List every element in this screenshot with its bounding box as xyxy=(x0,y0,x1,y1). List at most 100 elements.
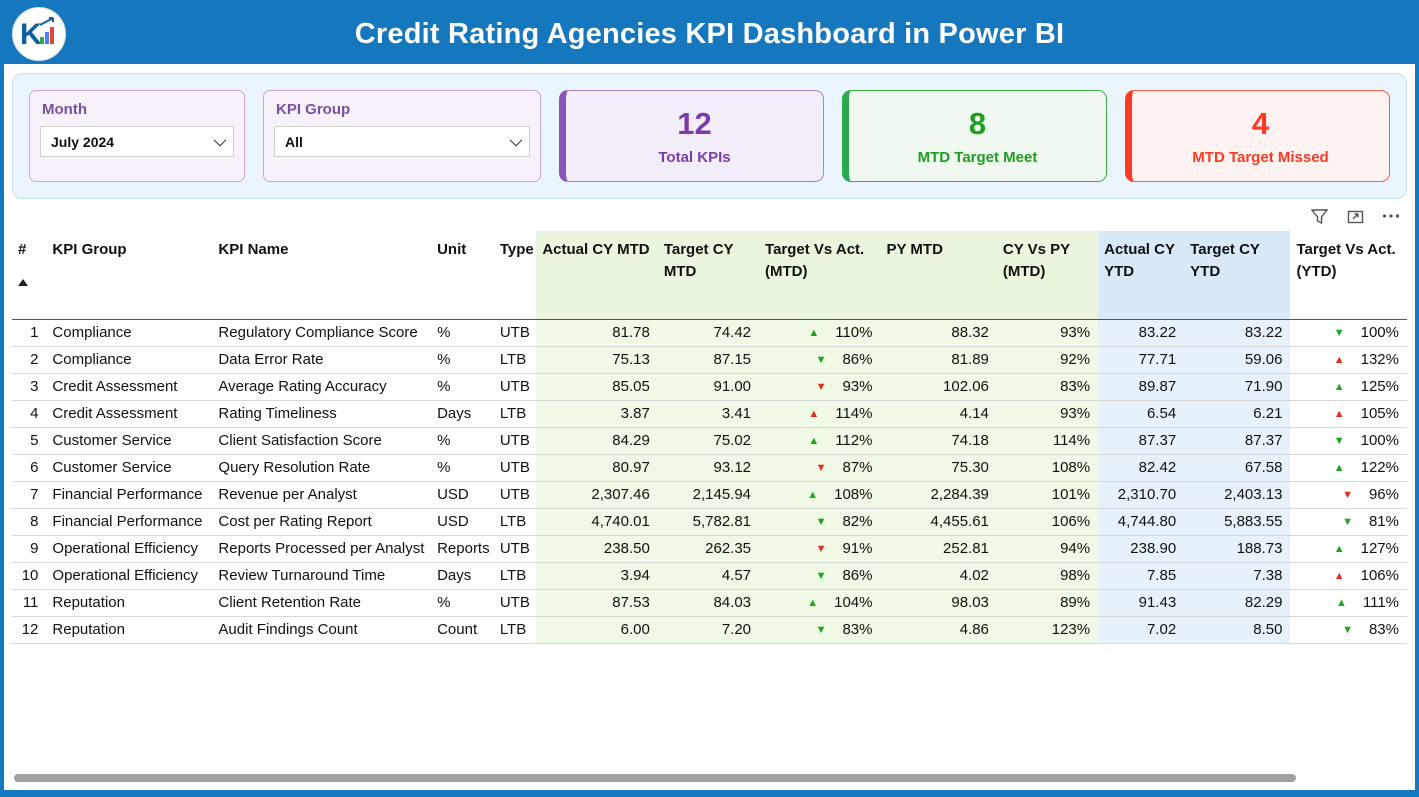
cell-target-cy-ytd: 71.90 xyxy=(1184,373,1291,401)
cell-kpi-group: Customer Service xyxy=(46,427,213,455)
table-row[interactable]: 4 Credit Assessment Rating Timeliness Da… xyxy=(12,400,1407,428)
cell-type: LTB xyxy=(493,562,537,590)
focus-mode-icon[interactable] xyxy=(1345,206,1365,226)
cell-row-number: 4 xyxy=(12,400,47,428)
cell-target-cy-mtd: 84.03 xyxy=(657,589,760,617)
cell-kpi-name: Client Retention Rate xyxy=(212,589,432,617)
cell-type: LTB xyxy=(493,508,537,536)
page-title: Credit Rating Agencies KPI Dashboard in … xyxy=(354,17,1065,50)
kpi-table: # KPI Group KPI Name Unit Type Actual CY… xyxy=(12,231,1407,644)
column-header-actual-cy-ytd[interactable]: Actual CY YTD xyxy=(1098,231,1185,320)
cell-kpi-group: Credit Assessment xyxy=(46,400,213,428)
cell-type: LTB xyxy=(493,616,537,644)
column-header-index[interactable]: # xyxy=(12,231,47,320)
trend-arrow-icon: ▲ xyxy=(1333,381,1345,393)
cell-type: UTB xyxy=(493,454,537,482)
cell-actual-cy-mtd: 87.53 xyxy=(536,589,658,617)
column-header-kpi-group[interactable]: KPI Group xyxy=(46,231,213,320)
cell-row-number: 12 xyxy=(12,616,47,644)
mtd-target-meet-value: 8 xyxy=(968,106,987,141)
cell-py-mtd: 74.18 xyxy=(880,427,997,455)
trend-arrow-icon: ▲ xyxy=(808,327,820,339)
cell-target-cy-ytd: 6.21 xyxy=(1184,400,1291,428)
cell-cy-vs-py-mtd: 83% xyxy=(996,373,1099,401)
cell-kpi-name: Revenue per Analyst xyxy=(212,481,432,509)
cell-row-number: 7 xyxy=(12,481,47,509)
cell-target-vs-act-mtd: ▲ 110% xyxy=(759,319,881,347)
column-header-kpi-name[interactable]: KPI Name xyxy=(212,231,432,320)
cell-actual-cy-ytd: 6.54 xyxy=(1098,400,1185,428)
trend-arrow-icon: ▼ xyxy=(1342,489,1353,501)
cell-actual-cy-mtd: 6.00 xyxy=(536,616,658,644)
cell-kpi-name: Cost per Rating Report xyxy=(212,508,432,536)
app-logo: K xyxy=(12,7,66,61)
cell-py-mtd: 88.32 xyxy=(880,319,997,347)
column-header-type[interactable]: Type xyxy=(493,231,537,320)
horizontal-scrollbar[interactable] xyxy=(14,774,1296,782)
column-header-cy-vs-py-mtd[interactable]: CY Vs PY (MTD) xyxy=(996,231,1099,320)
cell-row-number: 6 xyxy=(12,454,47,482)
column-header-unit[interactable]: Unit xyxy=(431,231,494,320)
cell-target-vs-act-mtd: ▼ 91% xyxy=(759,535,881,563)
cell-target-cy-ytd: 59.06 xyxy=(1184,346,1291,374)
visual-toolbar xyxy=(4,203,1415,229)
month-dropdown[interactable]: July 2024 xyxy=(40,126,234,157)
column-header-actual-cy-mtd[interactable]: Actual CY MTD xyxy=(536,231,658,320)
chevron-down-icon xyxy=(509,133,523,147)
cell-row-number: 3 xyxy=(12,373,47,401)
cell-unit: Count xyxy=(431,616,494,644)
table-row[interactable]: 10 Operational Efficiency Review Turnaro… xyxy=(12,562,1407,590)
cell-unit: USD xyxy=(431,508,494,536)
cell-cy-vs-py-mtd: 106% xyxy=(996,508,1099,536)
cell-actual-cy-ytd: 2,310.70 xyxy=(1098,481,1185,509)
column-header-target-vs-act-ytd[interactable]: Target Vs Act. (YTD) xyxy=(1290,231,1407,320)
cell-kpi-name: Review Turnaround Time xyxy=(212,562,432,590)
cell-type: UTB xyxy=(493,373,537,401)
cell-target-vs-act-ytd: ▲ 122% xyxy=(1290,454,1407,482)
cell-target-cy-ytd: 7.38 xyxy=(1184,562,1291,590)
cell-kpi-group: Operational Efficiency xyxy=(46,535,213,563)
cell-py-mtd: 4,455.61 xyxy=(880,508,997,536)
cell-actual-cy-ytd: 91.43 xyxy=(1098,589,1185,617)
cell-kpi-name: Reports Processed per Analyst xyxy=(212,535,432,563)
table-row[interactable]: 9 Operational Efficiency Reports Process… xyxy=(12,535,1407,563)
sort-ascending-icon xyxy=(18,278,28,286)
column-header-target-cy-ytd[interactable]: Target CY YTD xyxy=(1184,231,1291,320)
more-options-icon[interactable] xyxy=(1381,206,1401,226)
column-header-target-vs-act-mtd[interactable]: Target Vs Act. (MTD) xyxy=(759,231,881,320)
cell-cy-vs-py-mtd: 101% xyxy=(996,481,1099,509)
table-row[interactable]: 8 Financial Performance Cost per Rating … xyxy=(12,508,1407,536)
cell-unit: % xyxy=(431,373,494,401)
cell-row-number: 8 xyxy=(12,508,47,536)
table-row[interactable]: 1 Compliance Regulatory Compliance Score… xyxy=(12,319,1407,347)
cell-py-mtd: 81.89 xyxy=(880,346,997,374)
filter-icon[interactable] xyxy=(1309,206,1329,226)
table-row[interactable]: 3 Credit Assessment Average Rating Accur… xyxy=(12,373,1407,401)
cell-kpi-group: Reputation xyxy=(46,589,213,617)
table-row[interactable]: 5 Customer Service Client Satisfaction S… xyxy=(12,427,1407,455)
kpi-group-dropdown[interactable]: All xyxy=(274,126,530,157)
logo-icon: K xyxy=(20,17,54,51)
total-kpis-label: Total KPIs xyxy=(658,149,731,166)
cell-target-vs-act-ytd: ▲ 132% xyxy=(1290,346,1407,374)
cell-py-mtd: 252.81 xyxy=(880,535,997,563)
table-row[interactable]: 2 Compliance Data Error Rate % LTB 75.13… xyxy=(12,346,1407,374)
kpi-group-slicer-label: KPI Group xyxy=(276,101,351,118)
cell-cy-vs-py-mtd: 93% xyxy=(996,400,1099,428)
cell-py-mtd: 75.30 xyxy=(880,454,997,482)
table-row[interactable]: 12 Reputation Audit Findings Count Count… xyxy=(12,616,1407,644)
table-row[interactable]: 7 Financial Performance Revenue per Anal… xyxy=(12,481,1407,509)
column-header-target-cy-mtd[interactable]: Target CY MTD xyxy=(657,231,760,320)
table-row[interactable]: 6 Customer Service Query Resolution Rate… xyxy=(12,454,1407,482)
trend-arrow-icon: ▼ xyxy=(1333,327,1345,339)
trend-arrow-icon: ▼ xyxy=(1333,435,1345,447)
cell-type: LTB xyxy=(493,346,537,374)
trend-arrow-icon: ▲ xyxy=(807,489,819,501)
cell-target-vs-act-ytd: ▲ 105% xyxy=(1290,400,1407,428)
cell-target-vs-act-ytd: ▼ 81% xyxy=(1290,508,1407,536)
cell-kpi-name: Data Error Rate xyxy=(212,346,432,374)
table-row[interactable]: 11 Reputation Client Retention Rate % UT… xyxy=(12,589,1407,617)
column-header-py-mtd[interactable]: PY MTD xyxy=(880,231,997,320)
cell-kpi-group: Operational Efficiency xyxy=(46,562,213,590)
table-header: # KPI Group KPI Name Unit Type Actual CY… xyxy=(12,231,1407,320)
